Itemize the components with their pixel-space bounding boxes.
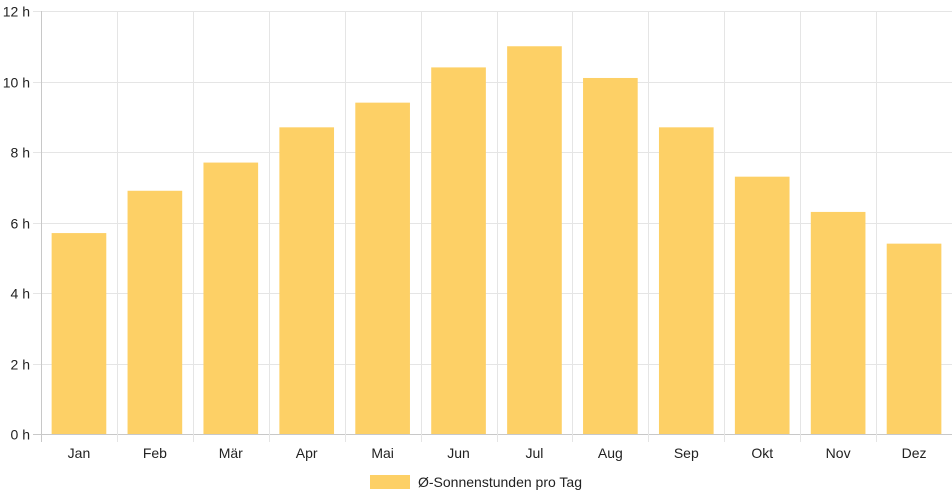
x-tick-label: Nov xyxy=(826,445,851,461)
legend-label: Ø-Sonnenstunden pro Tag xyxy=(418,474,582,490)
bars xyxy=(51,46,942,435)
bar xyxy=(583,77,638,434)
bar xyxy=(355,102,410,435)
y-tick-label: 12 h xyxy=(3,4,30,20)
bar xyxy=(507,46,562,434)
bar xyxy=(734,176,790,435)
y-tick-label: 4 h xyxy=(11,286,30,302)
bar xyxy=(127,190,183,434)
y-axis-tick-labels: 0 h 2 h 4 h 6 h 8 h 10 h 12 h xyxy=(3,4,30,443)
y-tick-label: 10 h xyxy=(3,75,30,91)
bar xyxy=(51,233,107,434)
bar xyxy=(203,162,259,434)
x-tick-label: Dez xyxy=(902,445,927,461)
legend[interactable]: Ø-Sonnenstunden pro Tag xyxy=(370,471,582,493)
x-tick-label: Aug xyxy=(598,445,623,461)
x-tick-label: Sep xyxy=(674,445,699,461)
x-tick-label: Feb xyxy=(143,445,167,461)
y-tick-label: 0 h xyxy=(11,427,30,443)
bar xyxy=(431,67,486,435)
bar xyxy=(886,243,942,434)
bar xyxy=(279,127,335,434)
x-tick-label: Okt xyxy=(751,445,773,461)
x-axis-tick-labels: Jan Feb Mär Apr Mai Jun Jul Aug Sep Okt Nov Dez xyxy=(68,445,927,461)
grid-lines xyxy=(33,11,952,442)
y-tick-label: 2 h xyxy=(11,357,30,373)
bar xyxy=(810,211,866,434)
y-tick-label: 6 h xyxy=(11,216,30,232)
x-tick-label: Mai xyxy=(371,445,394,461)
y-tick-label: 8 h xyxy=(11,145,30,161)
bar xyxy=(658,127,714,434)
x-tick-label: Jun xyxy=(447,445,470,461)
x-tick-label: Jul xyxy=(526,445,544,461)
x-tick-label: Apr xyxy=(296,445,318,461)
x-tick-label: Mär xyxy=(219,445,243,461)
x-tick-label: Jan xyxy=(68,445,91,461)
legend-swatch xyxy=(370,475,410,489)
